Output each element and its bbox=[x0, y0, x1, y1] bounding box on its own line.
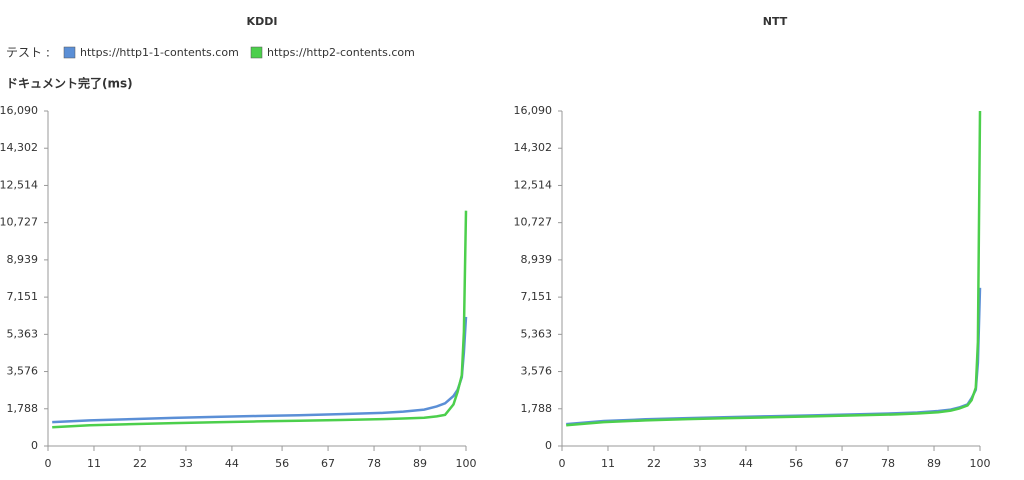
line bbox=[566, 287, 982, 426]
y-tick-label: 1,788 bbox=[521, 402, 553, 415]
y-tick-label: 14,302 bbox=[514, 141, 553, 154]
legend-entry: https://http2-contents.com bbox=[267, 46, 415, 59]
x-tick-label: 0 bbox=[45, 457, 52, 470]
x-tick-label: 56 bbox=[789, 457, 803, 470]
legend-entry: https://http1-1-contents.com bbox=[80, 46, 239, 59]
line bbox=[52, 210, 468, 429]
y-tick-label: 0 bbox=[31, 439, 38, 452]
y-tick-label: 5,363 bbox=[521, 327, 553, 340]
x-tick-label: 33 bbox=[179, 457, 193, 470]
x-tick-label: 67 bbox=[321, 457, 335, 470]
x-tick-label: 89 bbox=[413, 457, 427, 470]
y-tick-label: 3,576 bbox=[7, 365, 39, 378]
y-tick-label: 14,302 bbox=[0, 141, 38, 154]
x-tick-label: 33 bbox=[693, 457, 707, 470]
y-axis-label: ドキュメント完了(ms) bbox=[6, 76, 133, 91]
y-tick-label: 7,151 bbox=[521, 290, 553, 303]
x-tick-label: 0 bbox=[559, 457, 566, 470]
legend-swatch bbox=[250, 46, 263, 59]
x-tick-label: 100 bbox=[456, 457, 477, 470]
y-tick-label: 0 bbox=[545, 439, 552, 452]
x-tick-label: 56 bbox=[275, 457, 289, 470]
x-tick-label: 11 bbox=[87, 457, 101, 470]
x-tick-label: 100 bbox=[970, 457, 991, 470]
y-tick-label: 8,939 bbox=[7, 253, 39, 266]
x-tick-label: 89 bbox=[927, 457, 941, 470]
y-tick-label: 5,363 bbox=[7, 327, 39, 340]
y-tick-label: 10,727 bbox=[0, 216, 38, 229]
y-tick-label: 12,514 bbox=[514, 178, 553, 191]
x-tick-label: 78 bbox=[881, 457, 895, 470]
y-tick-label: 16,090 bbox=[0, 104, 38, 117]
chart-title: KDDI bbox=[247, 15, 278, 28]
line bbox=[52, 316, 468, 424]
y-tick-label: 10,727 bbox=[514, 216, 553, 229]
y-tick-label: 16,090 bbox=[514, 104, 553, 117]
y-tick-label: 12,514 bbox=[0, 178, 38, 191]
x-tick-label: 67 bbox=[835, 457, 849, 470]
x-tick-label: 22 bbox=[133, 457, 147, 470]
x-tick-label: 44 bbox=[739, 457, 753, 470]
line bbox=[566, 110, 982, 427]
chart-title: NTT bbox=[763, 15, 788, 28]
y-tick-label: 7,151 bbox=[7, 290, 39, 303]
y-tick-label: 1,788 bbox=[7, 402, 39, 415]
y-tick-label: 3,576 bbox=[521, 365, 553, 378]
legend-swatch bbox=[63, 46, 76, 59]
y-tick-label: 8,939 bbox=[521, 253, 553, 266]
x-tick-label: 11 bbox=[601, 457, 615, 470]
x-tick-label: 44 bbox=[225, 457, 239, 470]
x-tick-label: 22 bbox=[647, 457, 661, 470]
x-tick-label: 78 bbox=[367, 457, 381, 470]
legend-label: テスト : bbox=[6, 46, 50, 60]
